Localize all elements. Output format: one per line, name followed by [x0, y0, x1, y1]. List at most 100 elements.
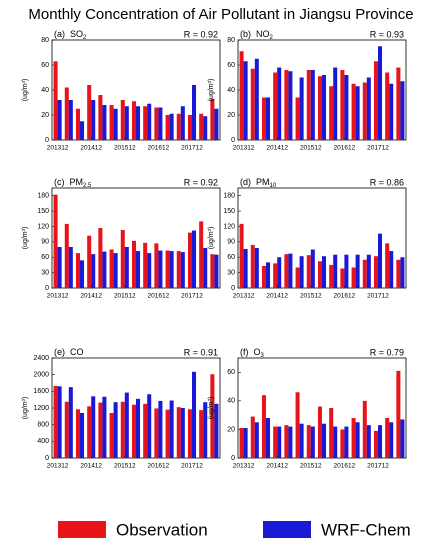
bar [169, 400, 174, 458]
x-tick-label: 201312 [233, 463, 255, 470]
x-tick-label: 201412 [80, 293, 102, 300]
bar [273, 263, 278, 288]
bar [333, 67, 338, 140]
bar [306, 70, 311, 140]
bar [187, 232, 192, 288]
x-tick-label: 201312 [47, 145, 69, 152]
bar [154, 243, 159, 288]
y-tick-label: 400 [37, 438, 49, 445]
bar [53, 194, 58, 288]
panel-label: (a) SO2 [54, 29, 87, 40]
y-axis-label: (ug/m³) [208, 79, 215, 102]
bar [322, 256, 327, 288]
x-tick-label: 201312 [233, 293, 255, 300]
bar [250, 68, 255, 140]
bar [64, 87, 69, 140]
bar [87, 235, 92, 288]
panel-letter: (f) [240, 347, 249, 357]
x-tick-label: 201612 [334, 293, 356, 300]
bar [355, 86, 360, 140]
bar [254, 422, 259, 458]
bar [176, 251, 181, 288]
bar [366, 425, 371, 458]
bar [57, 100, 62, 140]
bar [80, 121, 85, 140]
bar [299, 423, 304, 458]
x-tick-label: 201612 [334, 145, 356, 152]
bar [180, 252, 185, 288]
bar [362, 82, 367, 140]
bar [389, 422, 394, 458]
bar [214, 254, 219, 288]
panel-letter: (c) [54, 177, 65, 187]
bar [180, 106, 185, 140]
bar [131, 240, 136, 288]
bar [136, 398, 141, 458]
bar [344, 254, 349, 288]
bar [295, 97, 300, 140]
bar [210, 374, 215, 458]
x-tick-label: 201412 [266, 463, 288, 470]
legend-swatch [263, 521, 311, 538]
bar [250, 416, 255, 458]
bar [277, 257, 282, 288]
x-tick-label: 201512 [114, 463, 136, 470]
bar [109, 105, 114, 140]
bar [351, 418, 356, 458]
bar [243, 249, 248, 288]
bar [317, 76, 322, 140]
bar [366, 77, 371, 140]
y-tick-label: 60 [41, 254, 49, 261]
bar [109, 413, 114, 458]
bar [396, 259, 401, 288]
bar [192, 371, 197, 458]
bar [102, 251, 107, 288]
y-tick-label: 30 [41, 269, 49, 276]
legend-swatch [58, 521, 106, 538]
r-label: R = 0.91 [184, 347, 218, 357]
bar [351, 83, 356, 140]
bar [64, 401, 69, 458]
panel-label: (d) PM10 [240, 177, 277, 188]
bar [389, 83, 394, 140]
bar [310, 426, 315, 458]
panel-letter: (d) [240, 177, 251, 187]
x-tick-label: 201712 [367, 145, 389, 152]
bar [266, 418, 271, 458]
species-subscript: 2.5 [83, 183, 92, 189]
bar [288, 426, 293, 458]
legend-label: Observation [116, 520, 208, 539]
bar [75, 409, 80, 458]
bar [299, 256, 304, 288]
panel-label: (c) PM2.5 [54, 177, 92, 188]
bar [87, 406, 92, 458]
bar [98, 228, 103, 288]
y-axis-label: (ug/m³) [22, 227, 29, 250]
bar [214, 403, 219, 458]
bar [288, 253, 293, 288]
bar [169, 113, 174, 140]
bar [254, 58, 259, 140]
y-tick-label: 60 [227, 369, 235, 376]
species: PM [256, 177, 270, 187]
bar [261, 395, 266, 458]
bar [165, 409, 170, 458]
bar [239, 428, 244, 458]
bar [68, 100, 73, 140]
x-tick-label: 201512 [300, 463, 322, 470]
bar [124, 246, 129, 288]
y-tick-label: 0 [231, 455, 235, 462]
bar [113, 108, 118, 140]
bar [396, 67, 401, 140]
bar [154, 408, 159, 458]
bar [203, 248, 208, 288]
r-label: R = 0.93 [370, 29, 404, 39]
bar [351, 267, 356, 288]
bar [385, 418, 390, 458]
legend-label: WRF-Chem [321, 520, 411, 539]
y-tick-label: 60 [227, 62, 235, 69]
bar [333, 254, 338, 288]
bar [344, 75, 349, 140]
bar [113, 253, 118, 288]
